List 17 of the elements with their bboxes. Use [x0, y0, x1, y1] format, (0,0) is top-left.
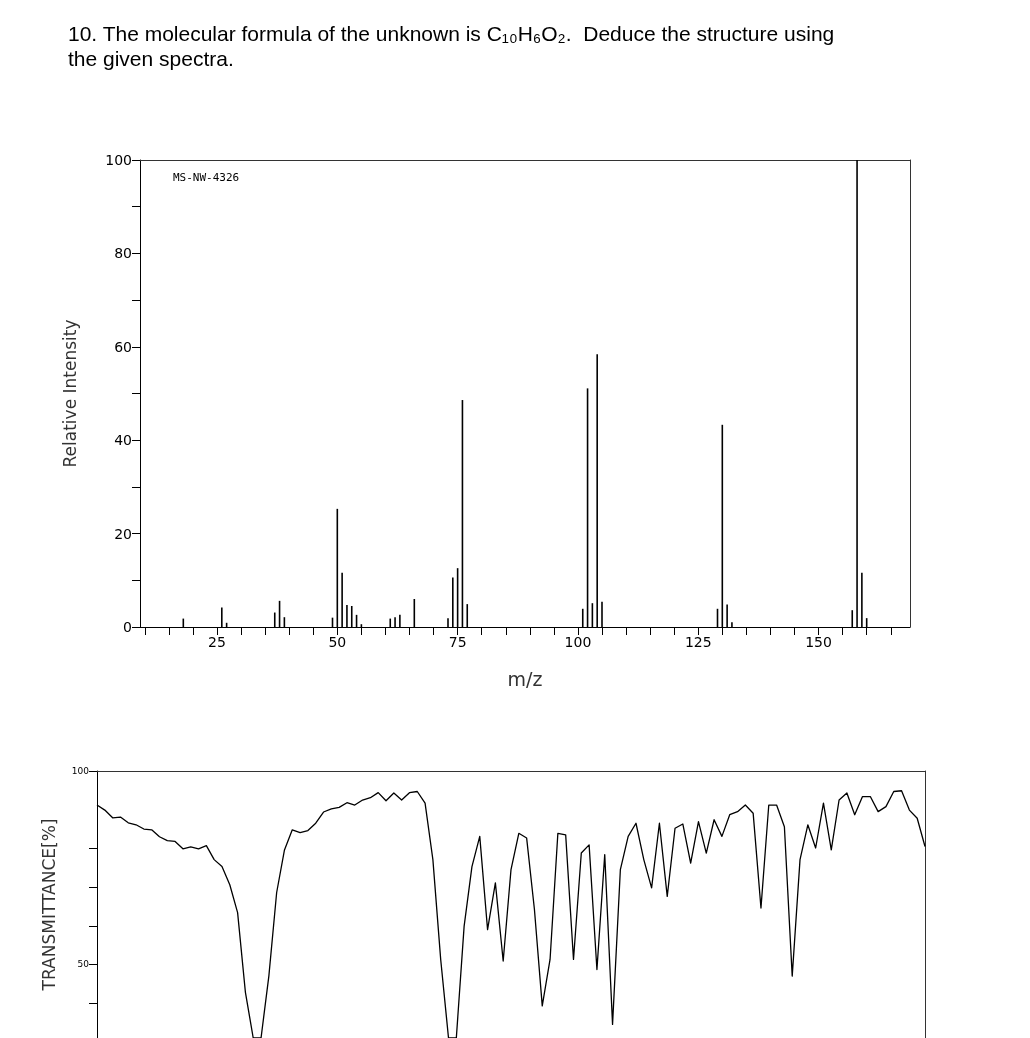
- y-tick-label: 40: [114, 432, 132, 449]
- y-tick-label: 100: [105, 152, 132, 168]
- x-tick-label: 75: [448, 634, 467, 650]
- y-tick-label: 80: [114, 245, 132, 262]
- y-tick-label: 20: [114, 525, 132, 542]
- y-tick-label: 0: [123, 619, 132, 635]
- y-axis-title: TRANSMITTANCE[%]: [38, 818, 59, 992]
- y-tick-label: 60: [114, 338, 132, 355]
- x-tick-label: 100: [564, 634, 592, 650]
- x-tick-label: 125: [684, 634, 712, 650]
- x-tick-label: 25: [208, 634, 226, 650]
- chart-title: 10. The molecular formula of the unknown is C₁₀H₆O₂. Deduce the structure using the given spectra.: [68, 22, 841, 70]
- y-axis-title: Relative Intensity: [59, 319, 80, 468]
- x-tick-label: 150: [805, 634, 832, 650]
- x-tick-label: 50: [328, 634, 347, 650]
- x-axis-title: m/z: [507, 667, 543, 690]
- annotation: MS-NW-4326: [173, 171, 240, 184]
